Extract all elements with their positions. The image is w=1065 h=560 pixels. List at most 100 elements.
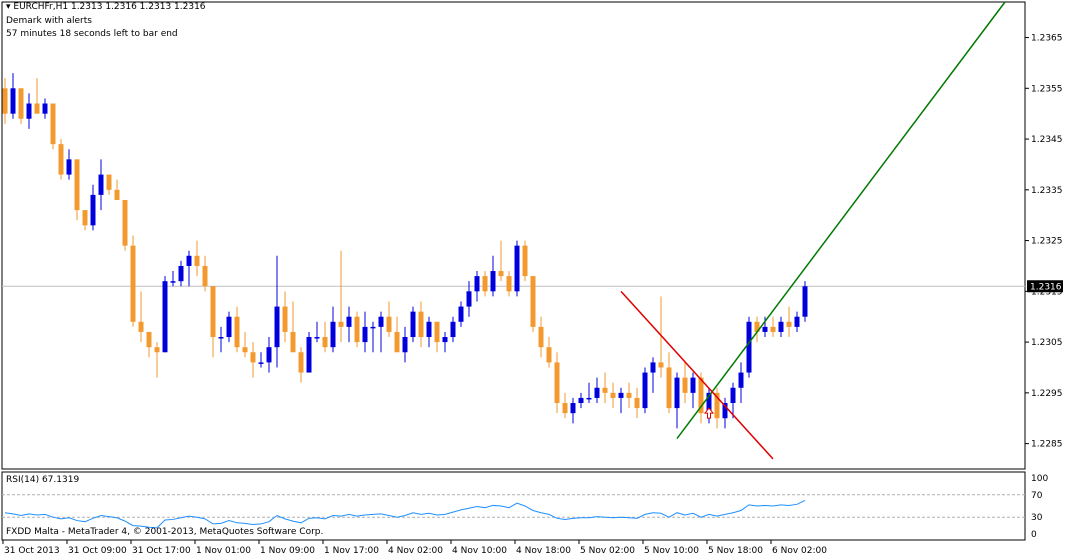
candle-body — [498, 271, 504, 277]
candle-body — [282, 306, 288, 332]
candle-body — [146, 331, 152, 348]
symbol-quote-line: EURCHFr,H1 1.2313 1.2316 1.2313 1.2316 — [13, 2, 206, 12]
rsi-axis-label: 100 — [1031, 474, 1048, 484]
candle-body — [450, 321, 456, 338]
candle-body — [98, 174, 104, 195]
candle-body — [346, 316, 352, 327]
collapse-triangle-icon[interactable]: ▾ — [6, 2, 11, 12]
x-tick-label: 5 Nov 02:00 — [580, 546, 635, 556]
candle-body — [26, 103, 32, 119]
main-plot-frame — [1, 1, 1026, 470]
candle-body — [618, 392, 624, 398]
y-tick-label: 1.2315 — [1031, 287, 1063, 297]
candle-body — [682, 377, 688, 393]
y-tick-label: 1.2355 — [1031, 84, 1063, 94]
y-tick-label: 1.2365 — [1031, 34, 1063, 44]
candle-body — [314, 337, 320, 339]
candle-body — [602, 387, 608, 393]
candle-body — [610, 392, 616, 398]
candle-body — [698, 377, 704, 414]
y-tick-label: 1.2285 — [1031, 440, 1063, 450]
candle-body — [538, 326, 544, 348]
rsi-label: RSI(14) 67.1319 — [6, 475, 80, 485]
candle-body — [490, 271, 496, 292]
candle-body — [666, 367, 672, 409]
x-tick-label: 1 Nov 09:00 — [260, 546, 315, 556]
candle-body — [250, 352, 256, 363]
candle-body — [226, 316, 232, 338]
x-tick-label: 31 Oct 09:00 — [68, 546, 127, 556]
y-tick-label: 1.2305 — [1031, 338, 1063, 348]
candle-body — [306, 337, 312, 373]
candle-body — [586, 397, 592, 400]
candle-body — [122, 199, 128, 246]
x-tick-label: 4 Nov 10:00 — [452, 546, 507, 556]
candle-body — [642, 372, 648, 409]
supply-trend-line — [620, 290, 774, 460]
candle-body — [626, 392, 632, 398]
rsi-axis-label: 30 — [1031, 513, 1043, 523]
x-tick-label: 31 Oct 2013 — [4, 546, 60, 556]
symbol-header[interactable]: ▾ EURCHFr,H1 1.2313 1.2316 1.2313 1.2316 — [6, 2, 206, 13]
x-tick-label: 5 Nov 10:00 — [644, 546, 699, 556]
candle-body — [234, 316, 240, 348]
candle-body — [570, 403, 576, 414]
candle-body — [442, 337, 448, 343]
candle-body — [66, 159, 72, 175]
x-tick-label: 5 Nov 18:00 — [708, 546, 763, 556]
candle-body — [530, 276, 536, 327]
candle-body — [594, 387, 600, 398]
candle-body — [466, 291, 472, 307]
candle-body — [370, 326, 376, 329]
candle-body — [714, 392, 720, 419]
candle-body — [738, 372, 744, 388]
candle-body — [2, 88, 8, 114]
candle-body — [266, 347, 272, 363]
candle-body — [338, 321, 344, 327]
x-tick-label: 31 Oct 17:00 — [132, 546, 191, 556]
rsi-plot-frame — [1, 471, 1026, 541]
candle-body — [162, 281, 168, 353]
candle-body — [194, 255, 200, 266]
candle-body — [778, 321, 784, 332]
candle-body — [290, 331, 296, 353]
candle-body — [186, 255, 192, 266]
candle-body — [634, 397, 640, 409]
candle-body — [106, 174, 112, 190]
candle-body — [34, 103, 40, 114]
x-tick-label: 1 Nov 17:00 — [324, 546, 379, 556]
candle-body — [554, 362, 560, 404]
candle-body — [514, 245, 520, 292]
candle-body — [794, 316, 800, 327]
candle-body — [82, 210, 88, 226]
candle-body — [378, 316, 384, 327]
candle-body — [434, 321, 440, 343]
candle-body — [770, 326, 776, 332]
candle-body — [546, 347, 552, 363]
candle-body — [562, 403, 568, 414]
bar-timer: 57 minutes 18 seconds left to bar end — [6, 29, 178, 39]
candle-body — [170, 281, 176, 283]
x-tick-label: 4 Nov 18:00 — [516, 546, 571, 556]
candle-body — [458, 306, 464, 322]
indicator-name: Demark with alerts — [6, 16, 92, 26]
candle-body — [746, 321, 752, 373]
candle-body — [58, 144, 64, 175]
candle-body — [74, 159, 80, 211]
candle-body — [178, 265, 184, 282]
copyright-text: FXDD Malta - MetaTrader 4, © 2001-2013, … — [6, 527, 324, 537]
candle-body — [138, 321, 144, 332]
candle-body — [754, 321, 760, 332]
candle-body — [322, 337, 328, 348]
candle-body — [50, 103, 56, 145]
candle-body — [90, 194, 96, 226]
candle-body — [210, 286, 216, 338]
candle-body — [154, 347, 160, 353]
candle-body — [114, 189, 120, 200]
candle-body — [42, 103, 48, 114]
y-tick-label: 1.2295 — [1031, 389, 1063, 399]
candle-body — [410, 311, 416, 338]
candle-body — [474, 276, 480, 292]
